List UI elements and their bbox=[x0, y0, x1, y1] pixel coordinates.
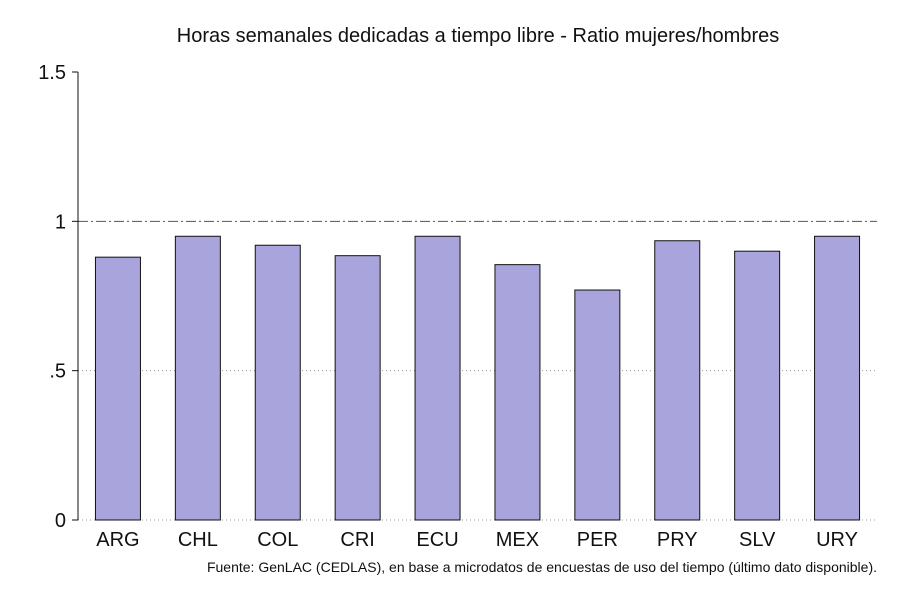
x-tick-label: ECU bbox=[416, 529, 458, 551]
bar-pry bbox=[654, 240, 701, 521]
chart-title: Horas semanales dedicadas a tiempo libre… bbox=[177, 25, 780, 47]
bar-slv bbox=[734, 250, 781, 521]
x-tick-label: COL bbox=[257, 529, 298, 551]
y-tick-label: .5 bbox=[49, 361, 66, 383]
x-axis-labels: ARG CHL COL CRI ECU MEX PER PRY SLV URY bbox=[96, 529, 858, 551]
x-tick-label: PER bbox=[577, 529, 618, 551]
bar-cri bbox=[334, 255, 381, 521]
x-tick-label: ARG bbox=[96, 529, 139, 551]
source-note: Fuente: GenLAC (CEDLAS), en base a micro… bbox=[207, 559, 877, 575]
bars-layer bbox=[94, 235, 861, 521]
y-tick-label: 1 bbox=[55, 211, 66, 233]
x-tick-label: PRY bbox=[657, 529, 698, 551]
bar-col bbox=[254, 244, 301, 521]
y-axis: 0 .5 1 1.5 bbox=[38, 62, 79, 532]
grid-layer bbox=[78, 220, 877, 521]
x-tick-label: CRI bbox=[340, 529, 374, 551]
bar-mex bbox=[494, 264, 541, 521]
x-tick-label: SLV bbox=[739, 529, 776, 551]
bar-arg bbox=[94, 256, 141, 521]
bar-ecu bbox=[414, 235, 461, 521]
bar-ury bbox=[814, 235, 861, 521]
x-tick-label: MEX bbox=[496, 529, 539, 551]
x-tick-label: CHL bbox=[178, 529, 218, 551]
bar-per bbox=[574, 289, 621, 521]
x-tick-label: URY bbox=[816, 529, 858, 551]
bar-chl bbox=[174, 235, 221, 521]
y-tick-label: 1.5 bbox=[38, 62, 66, 84]
y-tick-label: 0 bbox=[55, 510, 66, 532]
